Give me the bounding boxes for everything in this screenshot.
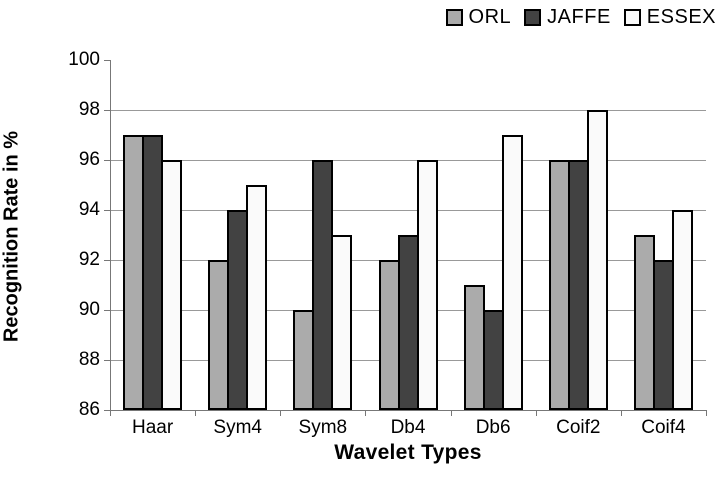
x-cat-label-sym8: Sym8 [298, 417, 348, 438]
y-tick-96 [104, 160, 110, 161]
legend-swatch-orl [445, 8, 463, 26]
x-tick-2 [280, 411, 281, 416]
bar-db4-orl [378, 260, 400, 410]
bar-haar-essex [161, 160, 183, 410]
bar-db4-jaffe [397, 235, 419, 410]
bar-coif4-essex [671, 210, 693, 410]
legend-label: ORL [468, 6, 512, 28]
y-tick-98 [104, 110, 110, 111]
y-tick-label-86: 86 [78, 399, 100, 420]
x-cat-label-db6: Db6 [475, 417, 511, 438]
x-axis-line [110, 410, 707, 411]
bar-coif2-essex [586, 110, 608, 410]
legend-label: JAFFE [547, 6, 611, 28]
bar-sym4-jaffe [227, 210, 249, 410]
x-tick-0 [110, 411, 111, 416]
bar-sym4-orl [208, 260, 230, 410]
gridline-94 [110, 210, 706, 211]
y-tick-label-88: 88 [78, 349, 100, 370]
bar-sym8-essex [331, 235, 353, 410]
bar-db6-essex [501, 135, 523, 410]
bar-haar-orl [123, 135, 145, 410]
legend-item-orl: ORL [445, 6, 512, 28]
y-tick-label-92: 92 [78, 249, 100, 270]
bar-sym8-jaffe [312, 160, 334, 410]
bar-db6-orl [463, 285, 485, 410]
x-cat-label-sym4: Sym4 [213, 417, 262, 438]
x-tick-3 [365, 411, 366, 416]
x-tick-4 [451, 411, 452, 416]
gridline-98 [110, 110, 706, 111]
y-tick-94 [104, 210, 110, 211]
y-tick-label-90: 90 [78, 299, 100, 320]
y-axis-title: Recognition Rate in % [0, 130, 23, 343]
x-cat-label-coif4: Coif4 [641, 417, 686, 438]
y-tick-label-100: 100 [68, 49, 100, 70]
chart-legend: ORL JAFFE ESSEX [445, 6, 716, 28]
bar-haar-jaffe [142, 135, 164, 410]
bar-db6-jaffe [482, 310, 504, 410]
x-cat-label-coif2: Coif2 [556, 417, 601, 438]
legend-swatch-jaffe [524, 8, 542, 26]
legend-label: ESSEX [646, 6, 716, 28]
bar-db4-essex [416, 160, 438, 410]
y-tick-86 [104, 410, 110, 411]
bar-coif4-jaffe [652, 260, 674, 410]
y-tick-label-94: 94 [78, 199, 100, 220]
legend-item-jaffe: JAFFE [524, 7, 611, 27]
y-tick-100 [104, 60, 110, 61]
y-axis-line [110, 60, 111, 411]
x-tick-6 [621, 411, 622, 416]
x-tick-7 [706, 411, 707, 416]
x-cat-label-haar: Haar [131, 417, 174, 438]
y-tick-92 [104, 260, 110, 261]
bar-sym8-orl [293, 310, 315, 410]
legend-swatch-essex [623, 8, 641, 26]
bar-sym4-essex [246, 185, 268, 410]
bar-coif2-orl [548, 160, 570, 410]
y-tick-label-96: 96 [78, 149, 100, 170]
x-tick-5 [536, 411, 537, 416]
x-tick-1 [195, 411, 196, 416]
bar-coif4-orl [633, 235, 655, 410]
y-tick-90 [104, 310, 110, 311]
y-tick-88 [104, 360, 110, 361]
x-axis-title: Wavelet Types [334, 441, 482, 464]
x-cat-label-db4: Db4 [390, 417, 426, 438]
gridline-96 [110, 160, 706, 161]
bar-coif2-jaffe [567, 160, 589, 410]
legend-item-essex: ESSEX [623, 6, 716, 28]
y-tick-label-98: 98 [78, 99, 100, 120]
plot-area [110, 60, 706, 410]
